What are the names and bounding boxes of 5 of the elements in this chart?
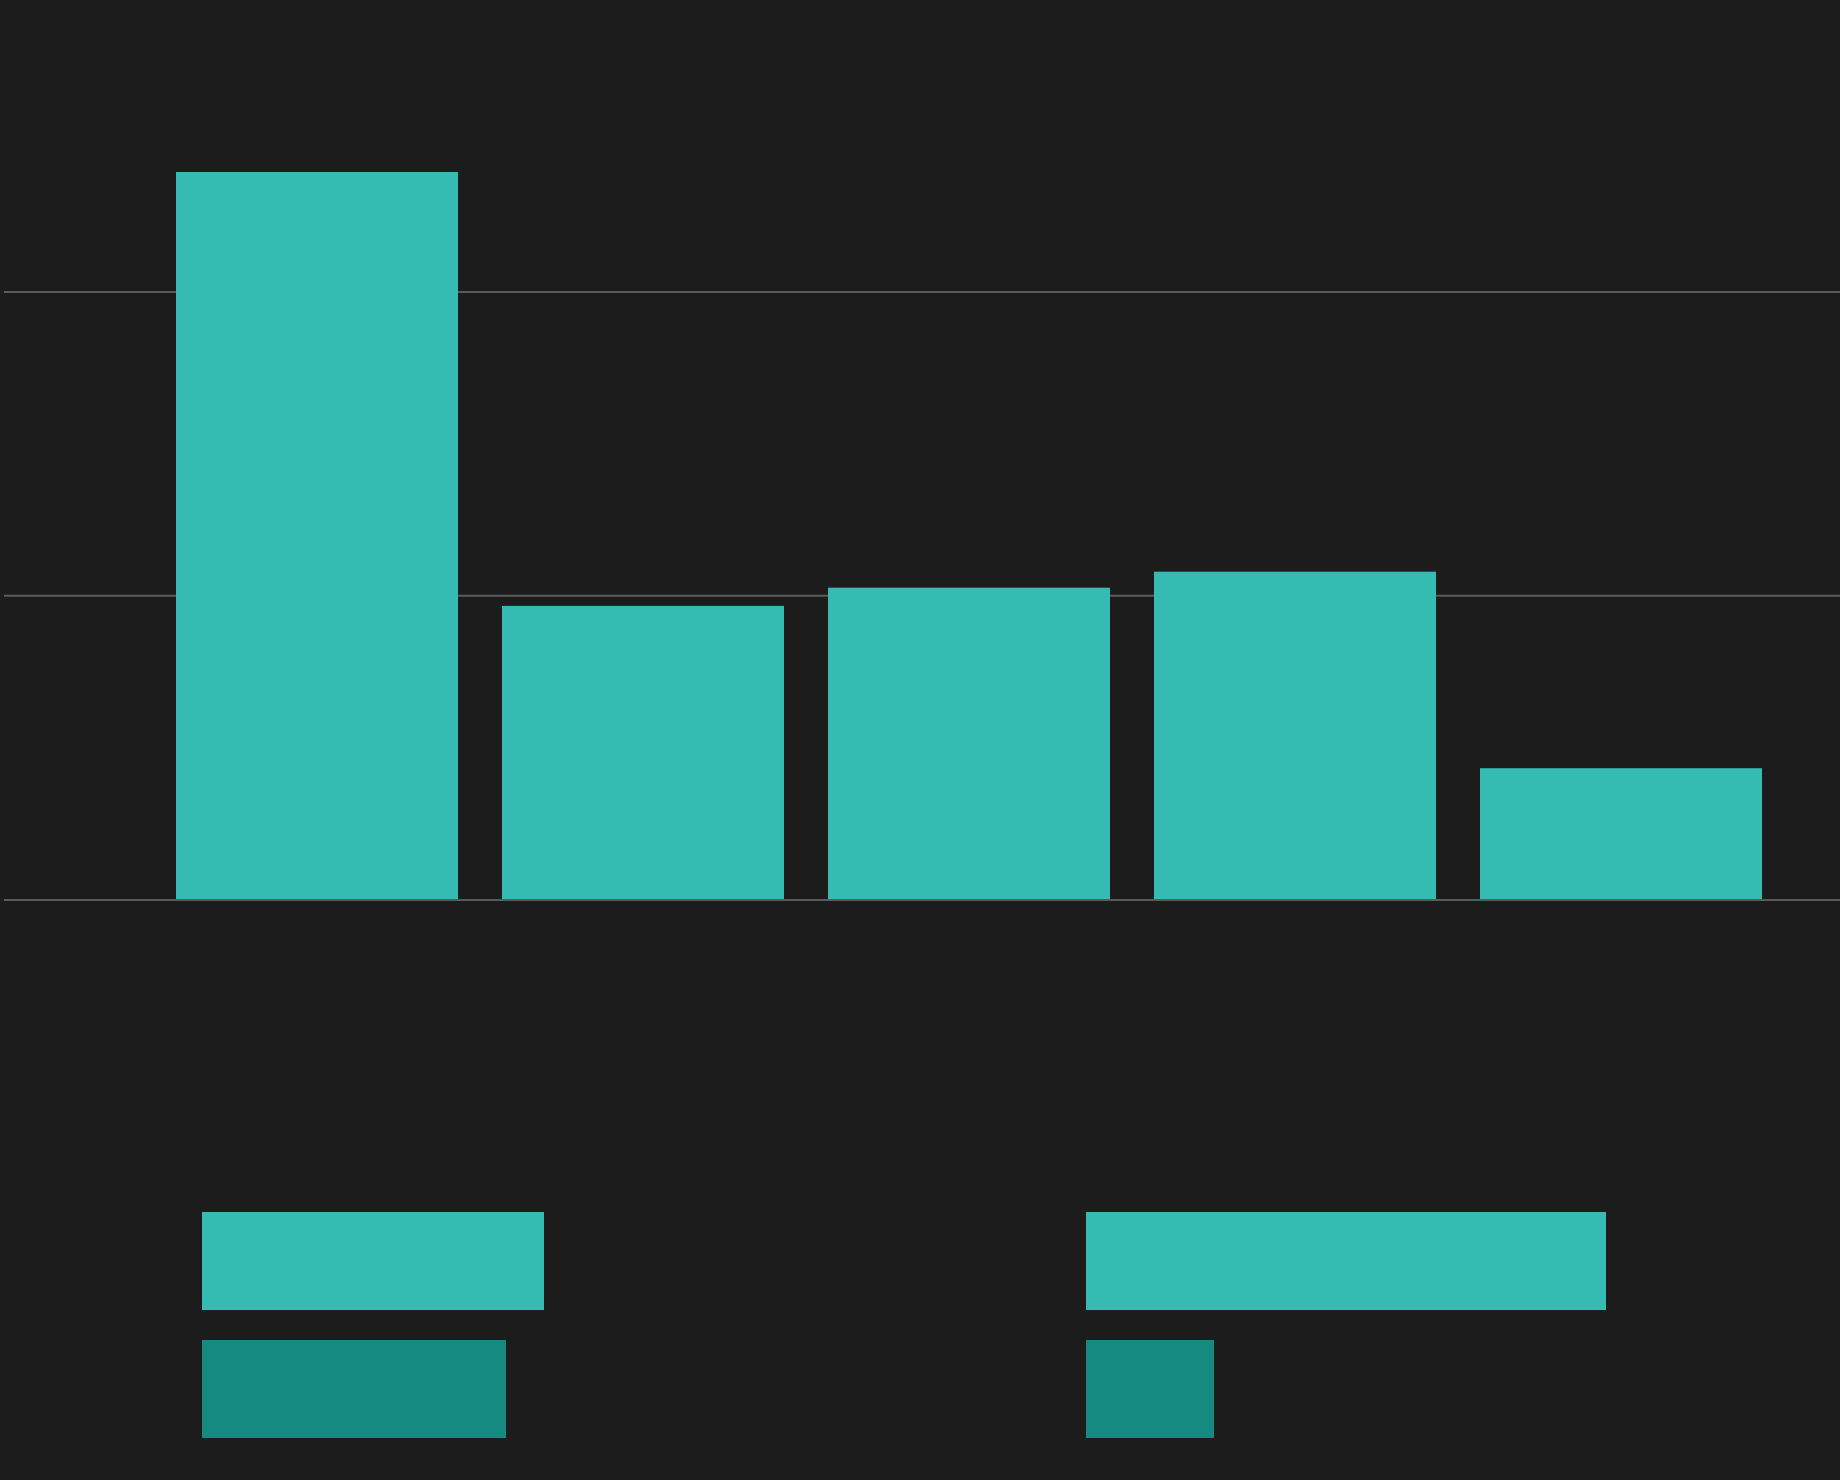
bar — [1154, 571, 1436, 900]
bar — [176, 172, 458, 900]
bar — [1480, 768, 1762, 900]
bar — [828, 587, 1110, 900]
bar — [502, 605, 784, 900]
